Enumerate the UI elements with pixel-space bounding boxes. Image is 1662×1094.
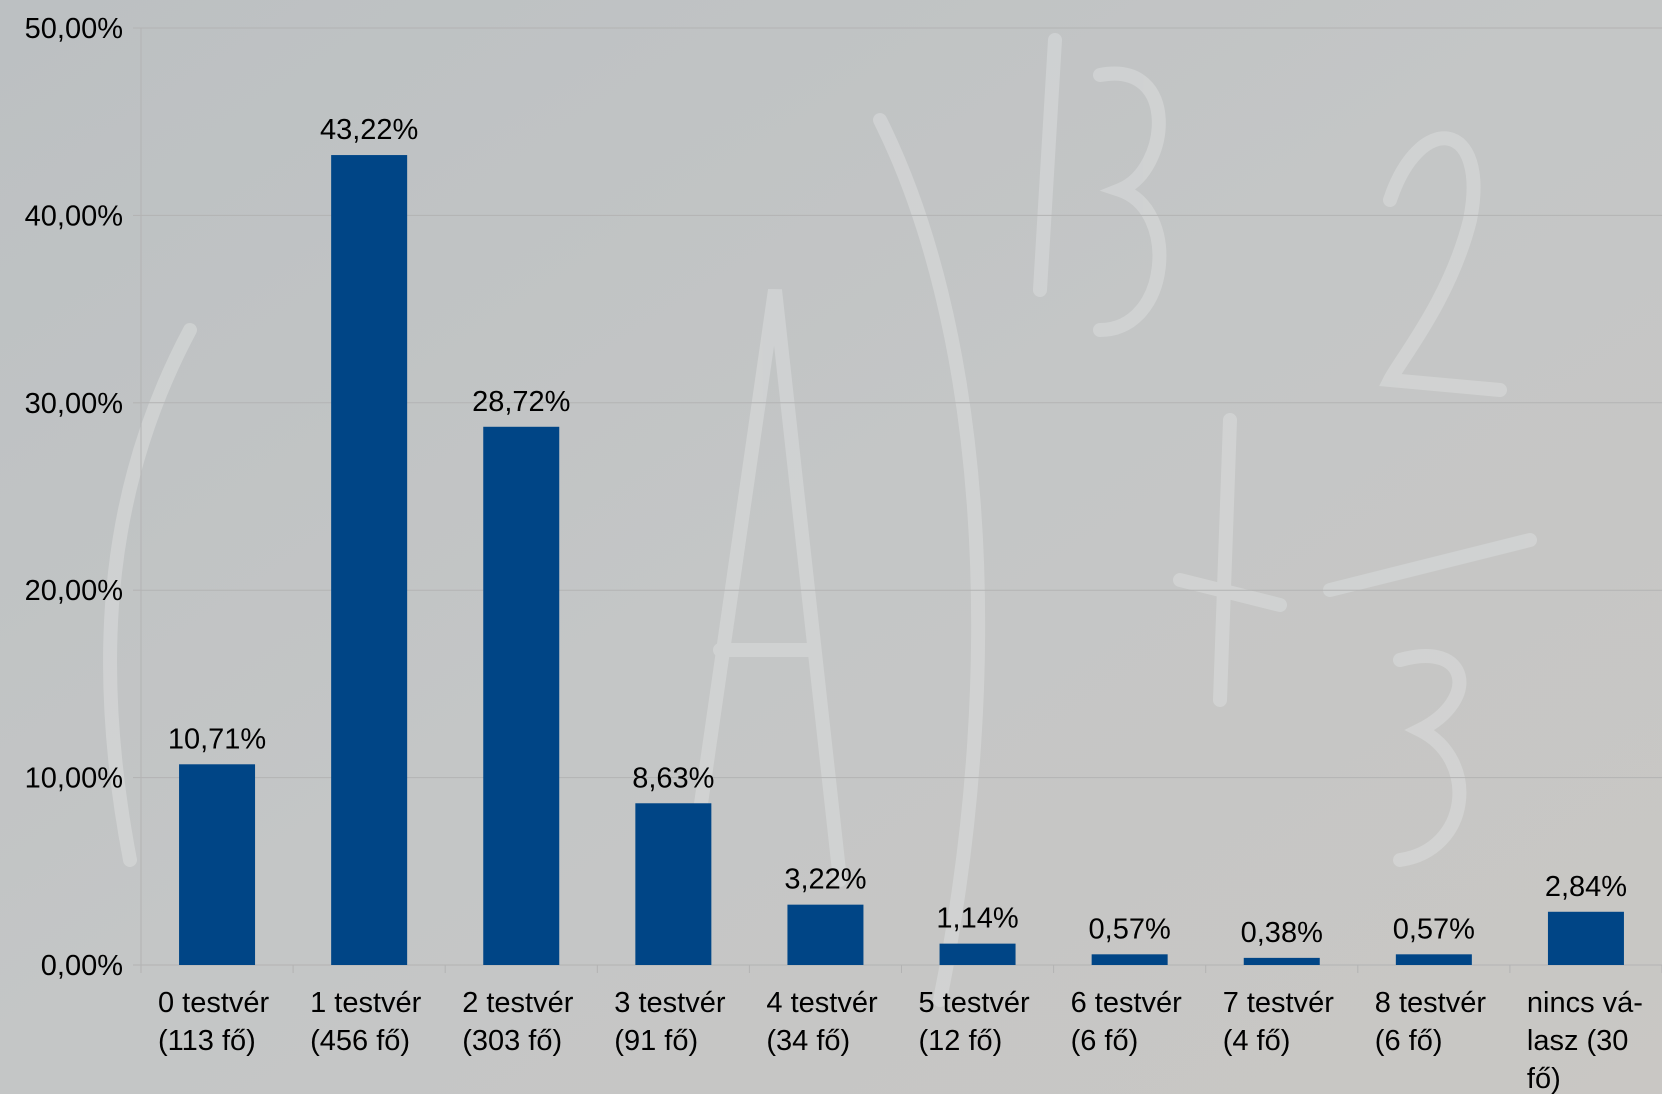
x-tick-label: (91 fő) — [614, 1025, 698, 1057]
x-tick-label: (34 fő) — [766, 1025, 850, 1057]
y-tick-label: 30,00% — [25, 388, 123, 420]
x-tick-label: 4 testvér — [766, 987, 878, 1019]
x-tick-label: (456 fő) — [310, 1025, 410, 1057]
x-tick-label: 1 testvér — [310, 987, 422, 1019]
bar — [787, 904, 864, 965]
bar — [1243, 957, 1320, 965]
value-label: 0,38% — [1241, 917, 1323, 949]
x-tick-label: 7 testvér — [1223, 987, 1335, 1019]
x-tick-label: (113 fő) — [158, 1025, 256, 1057]
value-label: 0,57% — [1393, 913, 1475, 945]
value-label: 1,14% — [936, 903, 1018, 935]
x-tick-label: 2 testvér — [462, 987, 574, 1019]
y-tick-label: 0,00% — [41, 950, 123, 982]
value-label: 43,22% — [320, 114, 418, 146]
x-tick-label: nincs vá- — [1527, 987, 1643, 1019]
value-label: 2,84% — [1545, 871, 1627, 903]
value-label: 10,71% — [168, 723, 266, 755]
value-label: 28,72% — [472, 386, 570, 418]
bar — [1091, 954, 1168, 965]
y-tick-label: 50,00% — [25, 13, 123, 45]
chalk-drawing — [103, 33, 1537, 1007]
x-tick-label: 8 testvér — [1375, 987, 1487, 1019]
x-tick-label: (303 fő) — [462, 1025, 562, 1057]
bar — [483, 426, 560, 965]
bar — [635, 803, 712, 965]
value-label: 0,57% — [1089, 913, 1171, 945]
bar — [331, 155, 408, 966]
bar — [1395, 954, 1472, 965]
x-tick-label: 0 testvér — [158, 987, 270, 1019]
bar — [939, 943, 1016, 965]
bar — [179, 764, 256, 965]
x-tick-label: (6 fő) — [1375, 1025, 1443, 1057]
value-label: 3,22% — [784, 864, 866, 896]
value-label: 8,63% — [632, 762, 714, 794]
x-tick-label: fő) — [1527, 1063, 1561, 1094]
x-tick-label: (6 fő) — [1071, 1025, 1139, 1057]
x-tick-label: 6 testvér — [1071, 987, 1183, 1019]
x-tick-label: (12 fő) — [919, 1025, 1003, 1057]
bar — [1547, 911, 1624, 965]
x-tick-label: 5 testvér — [919, 987, 1031, 1019]
y-tick-label: 20,00% — [25, 575, 123, 607]
x-tick-label: (4 fő) — [1223, 1025, 1291, 1057]
x-tick-label: 3 testvér — [614, 987, 726, 1019]
y-tick-label: 10,00% — [25, 763, 123, 795]
y-tick-label: 40,00% — [25, 200, 123, 232]
x-tick-label: lasz (30 — [1527, 1025, 1629, 1057]
